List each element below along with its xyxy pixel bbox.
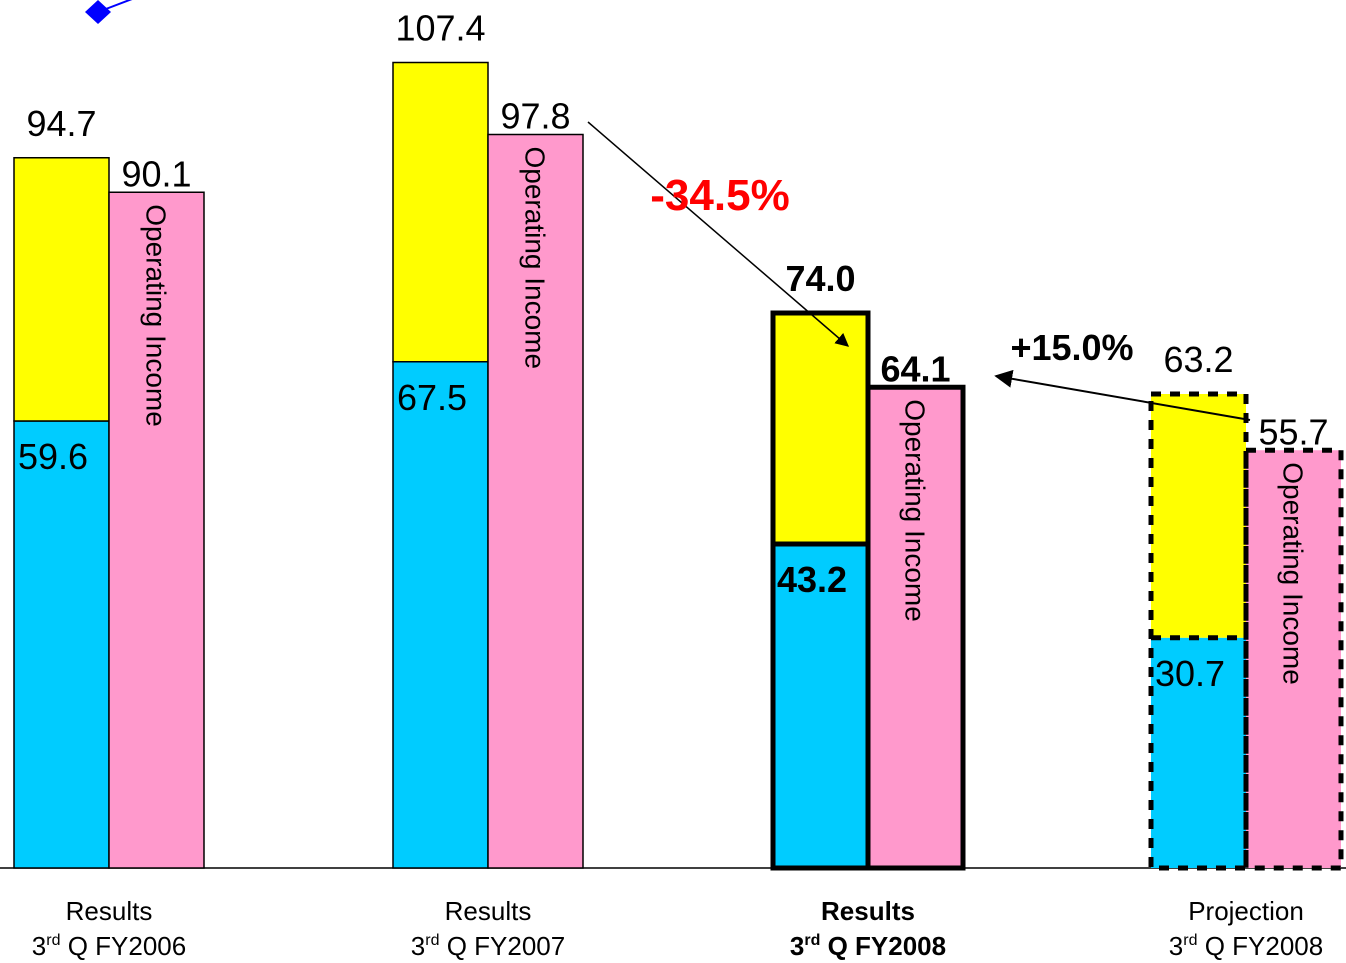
category-label-line2: 3rd Q FY2008 [1169,931,1323,961]
category-label-line1: Results [445,896,532,926]
bar-segment-upper [392,61,489,363]
value-label-total: 63.2 [1163,339,1233,380]
stray-diamond-marker [85,0,111,24]
value-label-lower: 67.5 [397,377,467,418]
decline-arrow [587,121,850,347]
value-label-operating: 55.7 [1258,411,1328,452]
bar-segment-lower [13,420,110,869]
projection-outline-operating [1243,447,1344,871]
category-label-line1: Results [821,896,915,926]
bar-segment-lower [392,361,489,869]
change-label-increase: +15.0% [1010,327,1133,368]
value-label-operating: 90.1 [121,153,191,194]
bar-segment-lower [1151,637,1246,868]
value-label-operating: 97.8 [500,96,570,137]
value-label-total: 94.7 [26,103,96,144]
value-label-lower: 30.7 [1155,653,1225,694]
change-label-decline: -34.5% [650,171,789,220]
bar-operating-income [1246,450,1341,868]
value-label-operating: 64.1 [880,348,950,389]
category-label-line2: 3rd Q FY2007 [411,931,565,961]
bar-segment-upper [1151,394,1246,638]
bar-operating-income [865,384,966,871]
operating-income-label: Operating Income [520,147,551,370]
operating-income-label: Operating Income [1278,462,1309,685]
category-label-line2: 3rd Q FY2008 [790,931,946,961]
bar-segment-upper [13,157,110,422]
bar-operating-income [108,191,205,869]
operating-income-label: Operating Income [141,204,172,427]
value-label-lower: 59.6 [18,436,88,477]
category-label-line2: 3rd Q FY2006 [32,931,186,961]
value-label-total: 74.0 [785,258,855,299]
increase-arrow [994,369,1251,421]
value-label-lower: 43.2 [777,559,847,600]
value-label-total: 107.4 [395,8,485,49]
bar-operating-income [487,133,584,869]
operating-income-label: Operating Income [900,399,931,622]
category-label-line1: Results [66,896,153,926]
category-label-line1: Projection [1188,896,1304,926]
bar-segment-upper [770,310,871,547]
